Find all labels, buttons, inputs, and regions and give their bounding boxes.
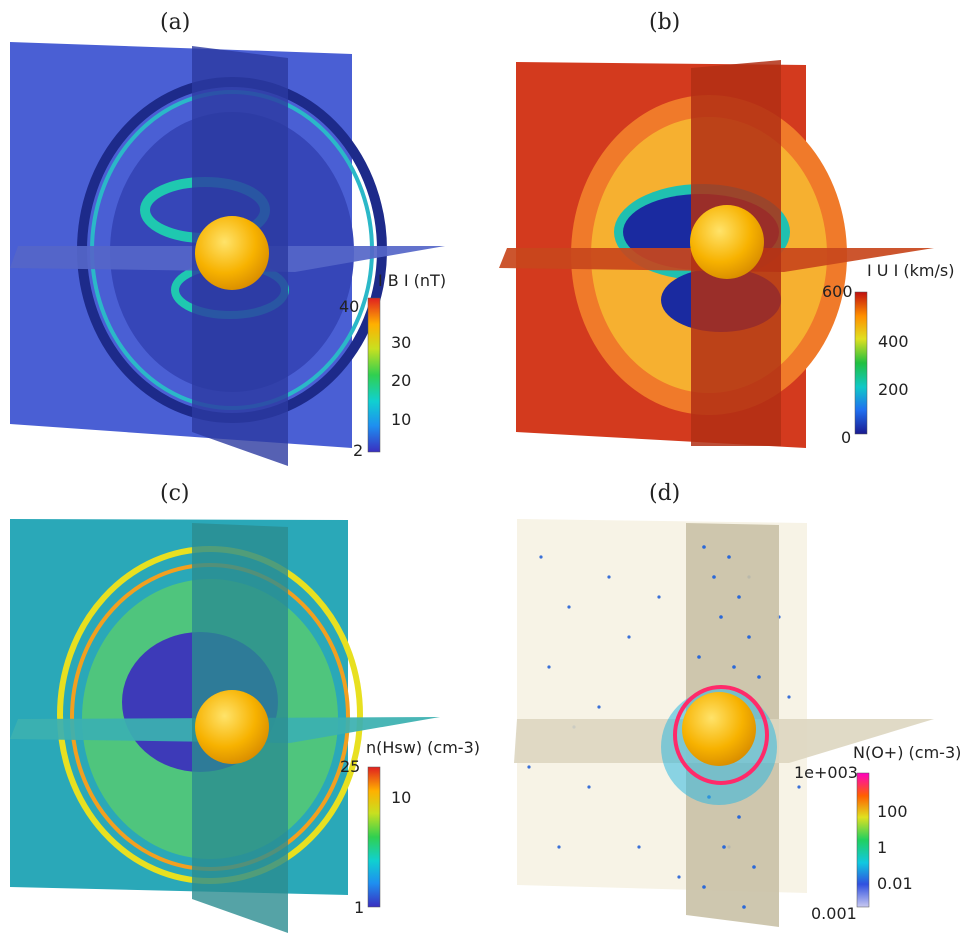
colorbar-a-tick: 40 <box>339 297 360 316</box>
panel-d-label: (d) <box>649 481 681 506</box>
panel-a-label: (a) <box>160 10 191 35</box>
planet-sphere <box>690 205 764 279</box>
colorbar-a <box>367 297 381 453</box>
colorbar-c-tick: 1 <box>354 898 365 917</box>
panel-b: (b) I U I (km <box>489 0 978 467</box>
colorbar-d-tick: 1e+003 <box>794 763 858 782</box>
colorbar-a-tick: 10 <box>391 410 412 429</box>
colorbar-b-tick: 0 <box>841 428 852 447</box>
panel-c-visualization <box>10 519 440 933</box>
colorbar-d-tick: 1 <box>877 838 888 857</box>
colorbar-c-tick: 10 <box>391 788 412 807</box>
panel-a: (a) I B I (nT <box>0 0 489 467</box>
colorbar-d-title: N(O+) (cm-3) <box>853 743 962 762</box>
panel-d: (d) <box>489 467 978 934</box>
colorbar-d-tick: 0.001 <box>811 904 857 923</box>
colorbar-b-tick: 400 <box>878 332 909 351</box>
plasma-ring <box>673 685 769 785</box>
colorbar-d <box>856 772 870 908</box>
colorbar-c-title: n(Hsw) (cm-3) <box>366 738 480 757</box>
colorbar-b-tick: 200 <box>878 380 909 399</box>
panel-c-label: (c) <box>160 481 190 506</box>
planet-sphere <box>682 692 756 766</box>
colorbar-a-tick: 2 <box>353 441 364 460</box>
panel-b-visualization <box>499 60 934 448</box>
colorbar-c <box>367 766 381 908</box>
colorbar-b <box>854 291 868 435</box>
colorbar-c-tick: 25 <box>340 757 361 776</box>
panel-b-label: (b) <box>649 10 681 35</box>
panel-c: (c) n(Hsw) (cm-3) <box>0 467 489 934</box>
planet-sphere <box>195 690 269 764</box>
colorbar-a-title: I B I (nT) <box>378 271 447 290</box>
colorbar-d-tick: 0.01 <box>877 874 913 893</box>
panel-a-visualization <box>10 42 445 466</box>
colorbar-a-tick: 20 <box>391 371 412 390</box>
panel-d-visualization <box>514 519 934 927</box>
planet-sphere <box>195 216 269 290</box>
colorbar-b-tick: 600 <box>822 282 853 301</box>
colorbar-b-title: I U I (km/s) <box>867 261 955 280</box>
colorbar-d-tick: 100 <box>877 802 908 821</box>
colorbar-a-tick: 30 <box>391 333 412 352</box>
